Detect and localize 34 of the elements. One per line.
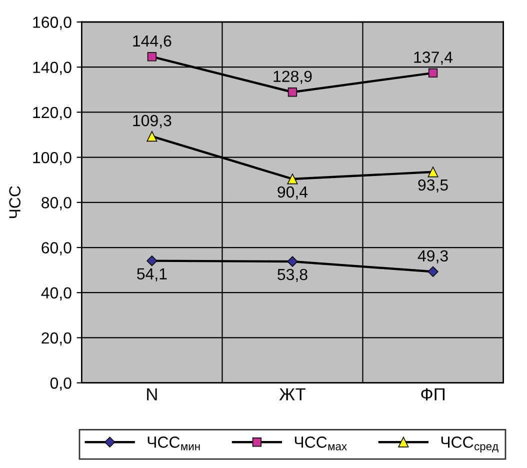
data-label: 90,4 bbox=[278, 186, 308, 200]
x-tick-label: ФП bbox=[421, 388, 444, 400]
point bbox=[146, 131, 158, 142]
legend-label: ЧСС$_{мин}$ bbox=[148, 436, 200, 450]
legend-label: ЧСС$_{мах}$ bbox=[294, 436, 347, 450]
point bbox=[287, 174, 298, 184]
y-tick-label: 40,0 bbox=[41, 287, 72, 300]
data-label: 53,8 bbox=[278, 268, 308, 282]
x-tick-label: ЖТ bbox=[279, 388, 306, 400]
point bbox=[428, 266, 438, 277]
y-tick-label: 0,0 bbox=[50, 377, 72, 391]
point bbox=[287, 256, 298, 267]
y-axis-title: ЧСС bbox=[9, 186, 21, 218]
data-label: 144,6 bbox=[133, 35, 172, 49]
y-tick-label: 80,0 bbox=[42, 197, 72, 210]
data-label: 137,4 bbox=[414, 52, 453, 65]
data-label: 49,3 bbox=[418, 250, 448, 264]
y-tick-label: 60,0 bbox=[42, 242, 72, 256]
data-label: 54,1 bbox=[137, 268, 167, 282]
y-tick-label: 100,0 bbox=[33, 152, 72, 166]
point bbox=[288, 88, 298, 97]
y-tick-label: 160,0 bbox=[33, 16, 72, 30]
y-tick-label: 120,0 bbox=[33, 106, 72, 120]
point bbox=[146, 255, 158, 266]
legend-label: ЧСС$_{сред}$ bbox=[441, 436, 498, 453]
point bbox=[147, 52, 157, 62]
y-tick-label: 20,0 bbox=[42, 332, 72, 346]
x-tick-label: N bbox=[147, 388, 157, 400]
point bbox=[428, 68, 438, 78]
data-label: 109,3 bbox=[133, 114, 172, 128]
y-tick-label: 140,0 bbox=[33, 62, 72, 75]
data-label: 128,9 bbox=[274, 70, 312, 84]
point bbox=[428, 166, 438, 178]
data-label: 93,5 bbox=[418, 179, 448, 193]
